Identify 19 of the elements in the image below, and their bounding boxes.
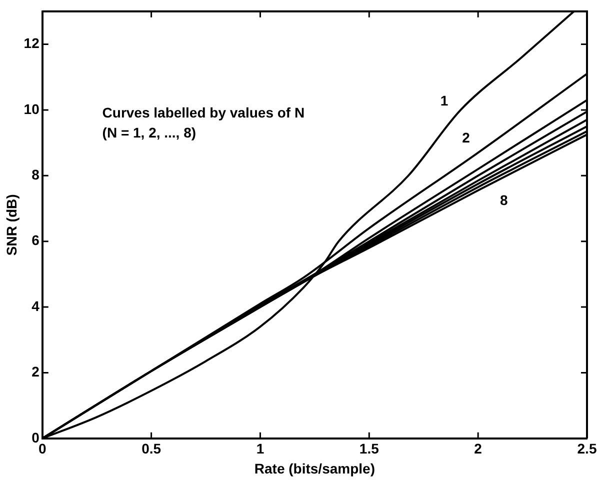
x-tick-label: 0.5 xyxy=(142,440,162,457)
y-tick-label: 4 xyxy=(32,298,40,314)
y-axis-title: SNR (dB) xyxy=(3,194,20,256)
series-label: 2 xyxy=(462,130,470,146)
y-tick-label: 6 xyxy=(32,232,40,248)
series-label: 8 xyxy=(500,192,508,208)
x-tick-label: 1.5 xyxy=(359,440,380,457)
y-tick-label: 8 xyxy=(32,166,40,182)
annotation: (N = 1, 2, ..., 8) xyxy=(102,124,196,141)
y-tick-label: 10 xyxy=(24,100,40,117)
y-tick-label: 0 xyxy=(32,429,40,446)
y-tick-label: 12 xyxy=(24,35,40,52)
x-tick-label: 1 xyxy=(256,440,264,457)
series-label: 1 xyxy=(440,92,448,108)
x-tick-label: 2.5 xyxy=(577,440,597,457)
x-axis-title: Rate (bits/sample) xyxy=(254,460,375,476)
y-tick-label: 2 xyxy=(32,364,40,380)
annotation: Curves labelled by values of N xyxy=(102,104,305,121)
x-tick-label: 2 xyxy=(474,440,482,457)
